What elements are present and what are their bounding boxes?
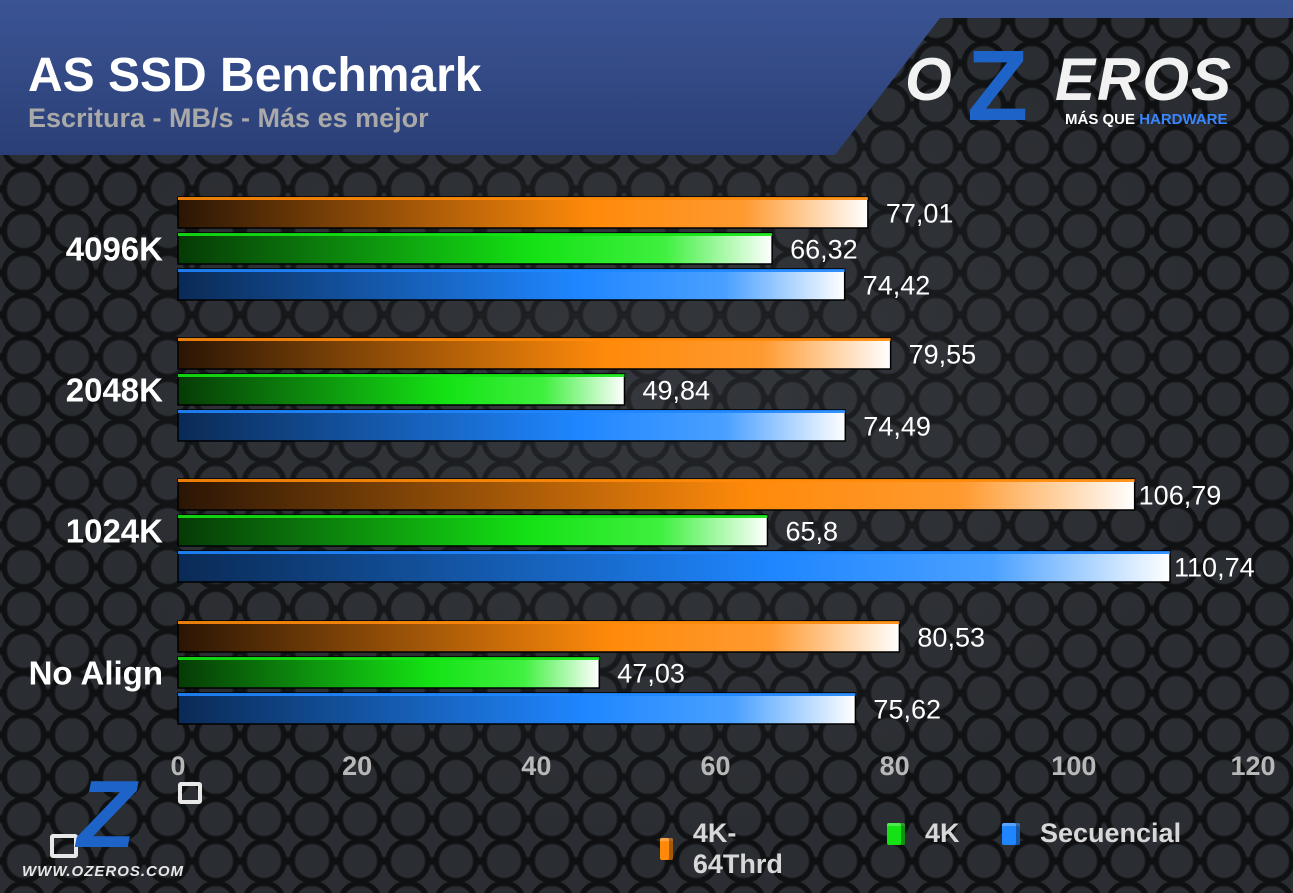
data-label: 74,49 — [863, 412, 931, 442]
x-tick-label: 120 — [1230, 751, 1275, 781]
x-tick-label: 60 — [700, 751, 730, 781]
legend-label: 4K — [925, 818, 960, 848]
data-label: 77,01 — [886, 199, 954, 229]
logo-letters-eros: EROS — [1055, 46, 1234, 113]
bar-highlight — [178, 338, 891, 341]
bar-4k-64thrd-4096k — [177, 196, 869, 229]
bar-highlight — [178, 233, 773, 236]
bar-highlight — [178, 515, 768, 518]
logo-tagline: MÁS QUE HARDWARE — [1065, 111, 1228, 128]
bar-4k-64thrd-2048k — [177, 337, 892, 370]
data-label: 80,53 — [917, 623, 985, 653]
bar-secuencial-1024k — [177, 550, 1171, 583]
bar-highlight — [178, 657, 600, 660]
website-url: WWW.OZEROS.COM — [22, 863, 185, 880]
legend-item-4k: 4K — [887, 818, 960, 849]
data-label: 110,74 — [1174, 553, 1255, 583]
bar-highlight — [178, 479, 1135, 482]
small-logo-o-left — [50, 834, 78, 858]
legend-label: Secuencial — [1040, 818, 1182, 848]
category-label-4096k: 4096K — [66, 231, 163, 268]
chart-title: AS SSD Benchmark — [28, 49, 482, 102]
x-tick-label: 80 — [880, 751, 910, 781]
bar-4k-no-align — [177, 656, 601, 689]
data-label: 79,55 — [909, 340, 977, 370]
data-label: 49,84 — [642, 376, 710, 406]
small-logo-o-right — [178, 782, 202, 804]
bar-highlight — [178, 693, 856, 696]
legend-swatch-orange — [660, 838, 673, 860]
logo-letter-z: Z — [967, 30, 1029, 142]
bar-highlight — [178, 374, 625, 377]
x-tick-label: 100 — [1051, 751, 1096, 781]
x-tick-label: 40 — [521, 751, 551, 781]
ozeros-logo: O Z EROS MÁS QUE HARDWARE — [905, 30, 1285, 142]
bar-highlight — [178, 621, 900, 624]
bar-secuencial-2048k — [177, 409, 847, 442]
legend-item-secuencial: Secuencial — [1002, 818, 1181, 849]
bar-4k-1024k — [177, 514, 769, 547]
legend-swatch-blue — [1002, 822, 1020, 845]
bar-highlight — [178, 197, 868, 200]
data-label: 74,42 — [863, 271, 931, 301]
data-label: 47,03 — [617, 659, 685, 689]
data-label: 75,62 — [873, 695, 941, 725]
x-tick-label: 0 — [170, 751, 185, 781]
chart-subtitle: Escritura - MB/s - Más es mejor — [28, 103, 429, 133]
ozeros-small-logo: Z WWW.OZEROS.COM — [22, 761, 232, 883]
legend-swatch-green — [887, 822, 905, 845]
bar-highlight — [178, 410, 846, 413]
logo-tagline-a: MÁS QUE — [1065, 111, 1140, 128]
logo-letter-o: O — [905, 46, 954, 113]
category-label-2048k: 2048K — [66, 372, 163, 409]
data-label: 65,8 — [785, 517, 838, 547]
bar-secuencial-no-align — [177, 692, 857, 725]
logo-tagline-b: HARDWARE — [1139, 111, 1228, 128]
bar-4k-64thrd-1024k — [177, 478, 1136, 511]
bar-4k-2048k — [177, 373, 626, 406]
data-label: 106,79 — [1139, 481, 1222, 511]
bar-4k-64thrd-no-align — [177, 620, 901, 653]
small-logo-z: Z — [77, 761, 136, 868]
category-label-no-align: No Align — [29, 655, 163, 692]
legend-label: 4K-64Thrd — [692, 818, 783, 879]
x-tick-label: 20 — [342, 751, 372, 781]
bar-secuencial-4096k — [177, 268, 846, 301]
bar-highlight — [178, 551, 1171, 554]
bar-highlight — [178, 269, 845, 272]
bar-4k-4096k — [177, 232, 773, 265]
category-label-1024k: 1024K — [66, 513, 163, 550]
data-label: 66,32 — [790, 235, 858, 265]
legend-item-4k64thrd: 4K-64Thrd — [660, 818, 788, 880]
